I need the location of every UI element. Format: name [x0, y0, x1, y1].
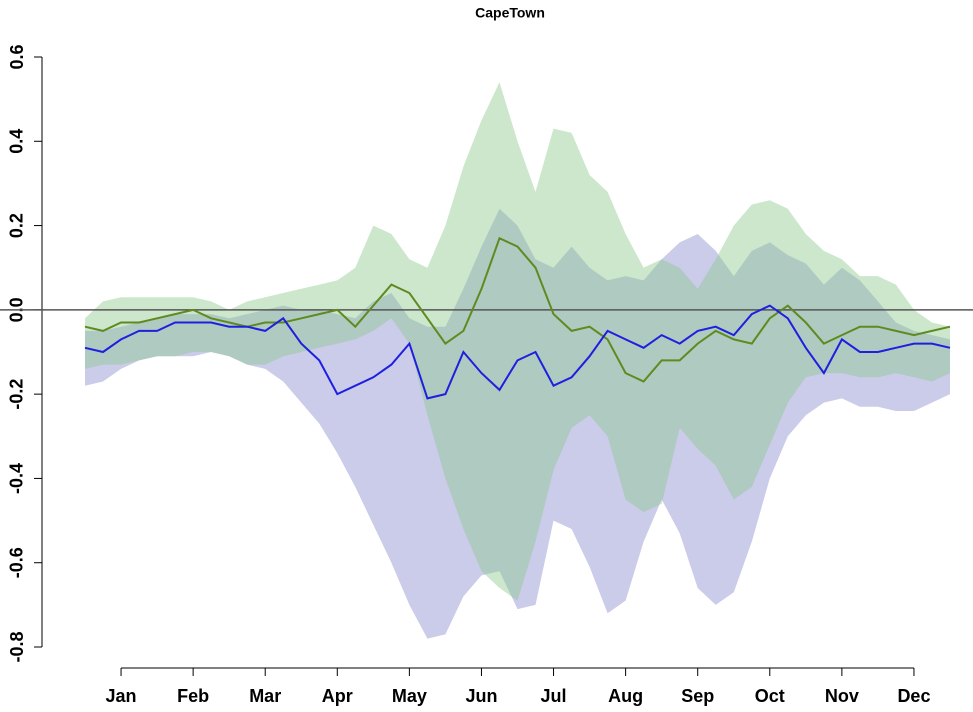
x-tick-label: Sep — [681, 686, 714, 706]
x-tick-label: Jan — [106, 686, 137, 706]
y-tick-label: 0.2 — [7, 213, 27, 238]
x-tick-label: May — [392, 686, 427, 706]
y-tick-label: -0.8 — [7, 631, 27, 662]
band — [85, 82, 950, 601]
x-tick-label: Dec — [897, 686, 930, 706]
x-tick-label: Jun — [465, 686, 497, 706]
y-tick-label: -0.2 — [7, 379, 27, 410]
y-tick-label: 0.4 — [7, 129, 27, 154]
x-tick-label: Mar — [249, 686, 281, 706]
y-tick-label: -0.4 — [7, 463, 27, 494]
x-tick-label: Nov — [825, 686, 859, 706]
chart-title: CapeTown — [475, 5, 545, 21]
y-tick-label: 0.6 — [7, 44, 27, 69]
x-tick-label: Feb — [177, 686, 209, 706]
x-tick-label: Aug — [608, 686, 643, 706]
x-tick-label: Oct — [755, 686, 785, 706]
band — [85, 208, 950, 639]
y-tick-label: -0.6 — [7, 547, 27, 578]
x-tick-label: Apr — [322, 686, 353, 706]
line — [84, 236, 951, 383]
line — [84, 304, 951, 400]
x-tick-label: Jul — [541, 686, 567, 706]
